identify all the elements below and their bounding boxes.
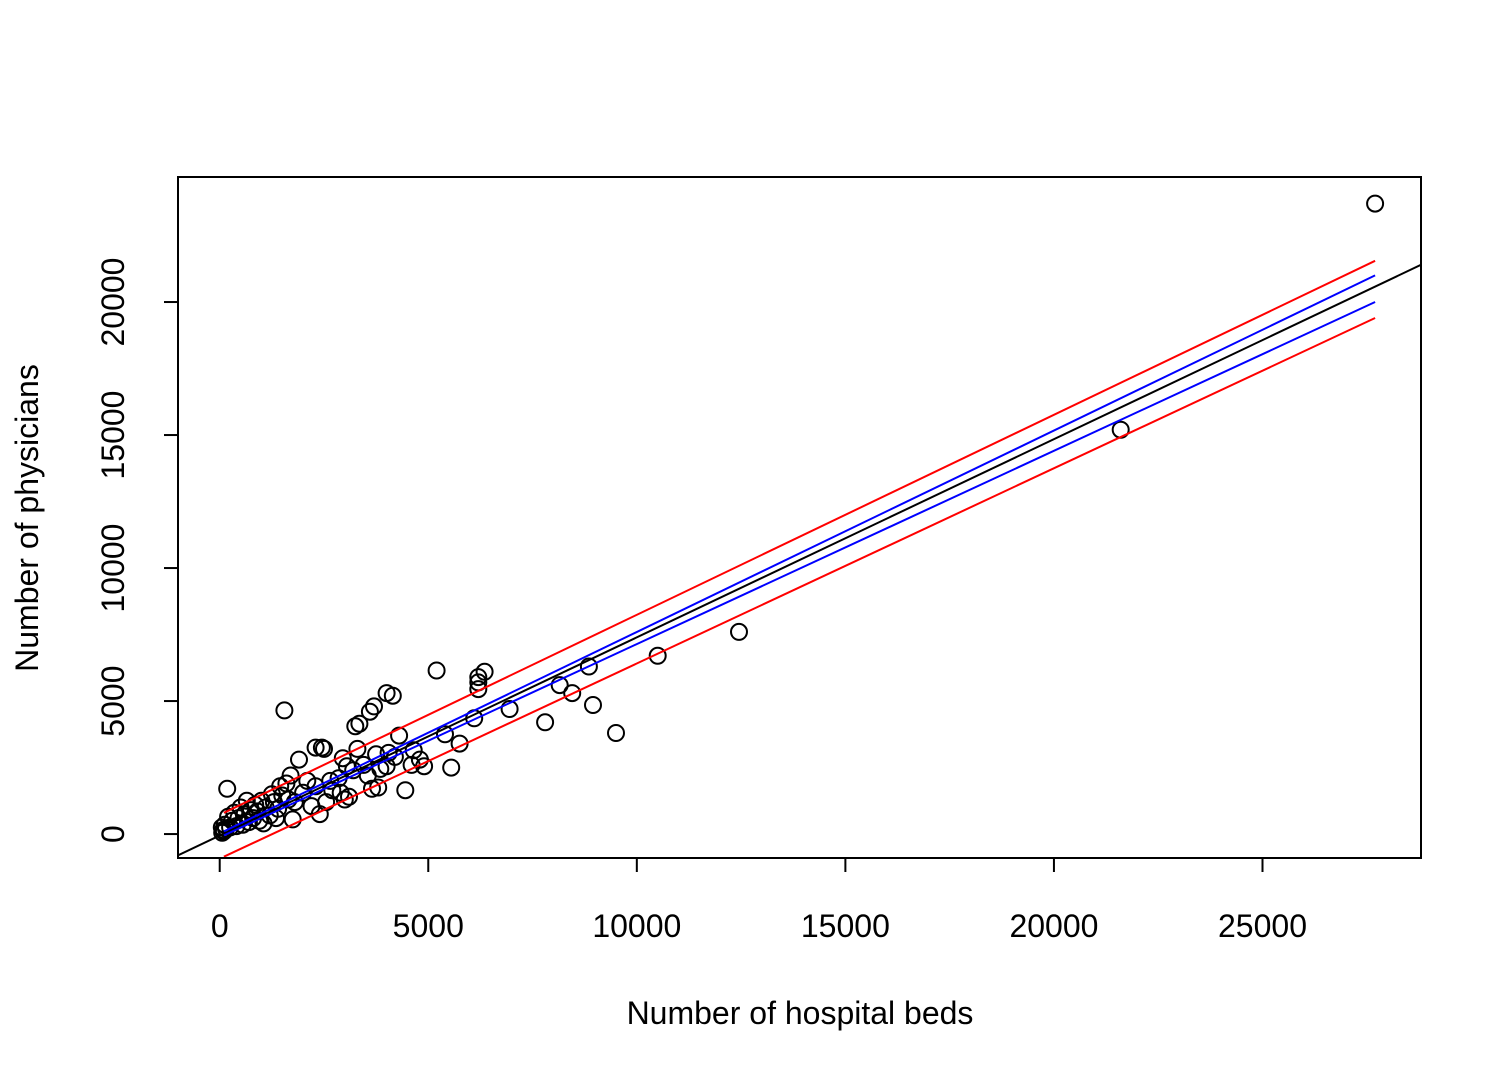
x-tick-label: 10000 [592,908,681,944]
data-point [475,662,494,681]
data-point [360,702,379,721]
prediction-band-lower [223,317,1376,858]
plot-marks [178,194,1421,858]
data-point [379,743,398,762]
data-point [730,622,748,641]
data-point [442,758,461,777]
data-point [333,749,352,768]
y-tick-label: 0 [95,825,131,843]
data-point [469,680,488,699]
data-point [579,657,598,676]
data-point [340,787,358,806]
data-point [1366,194,1385,213]
data-point [346,717,365,736]
data-point [231,798,250,817]
data-point [302,797,321,816]
data-point [396,781,415,800]
data-point [377,684,396,703]
prediction-band-upper [223,259,1376,814]
x-axis: 0 5000 10000 15000 20000 25000 [211,857,1307,944]
x-tick-label: 15000 [801,908,890,944]
x-tick-label: 25000 [1218,908,1307,944]
y-tick-label: 5000 [95,666,131,737]
data-point [436,725,454,744]
data-point [321,771,340,790]
data-point [390,726,409,745]
data-point [306,738,325,757]
x-tick-label: 0 [211,908,229,944]
x-tick-label: 5000 [393,908,464,944]
y-axis: 0 5000 10000 15000 20000 [95,258,179,843]
y-tick-label: 15000 [95,391,131,480]
data-point [348,739,367,758]
data-point [563,684,582,703]
confidence-band-upper [223,274,1376,833]
x-axis-label: Number of hospital beds [627,995,974,1031]
regression-line [178,263,1421,857]
data-point [267,809,285,828]
data-point [312,738,331,757]
plot-frame [177,176,1422,859]
data-point [350,714,369,733]
data-point [363,779,381,798]
data-point [536,713,555,732]
data-point [290,750,308,769]
data-point [365,697,383,716]
data-point [648,646,667,665]
confidence-band-lower [223,301,1376,837]
data-point [607,724,625,742]
data-point [427,661,446,680]
data-point [218,779,237,798]
data-point [550,676,569,695]
data-point [584,696,602,714]
y-tick-label: 10000 [95,524,131,613]
y-axis-label: Number of physicians [9,364,45,672]
data-point [275,701,294,720]
data-point [469,668,488,687]
data-point [500,700,519,718]
y-tick-label: 20000 [95,258,131,347]
data-point [335,790,354,809]
data-point [237,791,256,810]
x-tick-label: 20000 [1009,908,1098,944]
